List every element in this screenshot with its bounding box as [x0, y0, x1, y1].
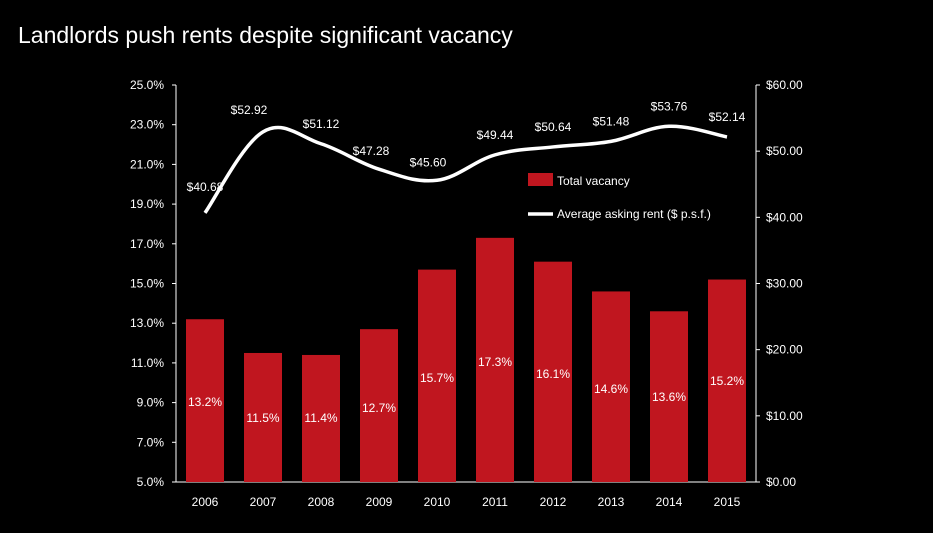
vacancy-data-label: 14.6%: [594, 382, 628, 396]
legend: Total vacancy Average asking rent ($ p.s.…: [528, 173, 711, 221]
legend-swatch-vacancy: [528, 173, 553, 186]
rent-data-label: $52.92: [231, 103, 268, 117]
x-tick-label: 2012: [540, 495, 567, 509]
right-tick-label: $30.00: [766, 277, 803, 291]
left-tick-label: 19.0%: [130, 197, 164, 211]
bar-labels-group: 13.2% 11.5% 11.4% 12.7% 15.7% 17.3% 16.1% 14.6%…: [188, 355, 744, 425]
vacancy-data-label: 13.6%: [652, 390, 686, 404]
vacancy-bar: [302, 354, 340, 482]
right-tick-label: $20.00: [766, 343, 803, 357]
left-tick-label: 15.0%: [130, 277, 164, 291]
left-tick-label: 25.0%: [130, 78, 164, 92]
x-tick-label: 2006: [192, 495, 219, 509]
chart-title: Landlords push rents despite significant…: [18, 22, 513, 48]
right-tick-label: $10.00: [766, 409, 803, 423]
left-tick-label: 21.0%: [130, 157, 164, 171]
vacancy-bar: [244, 352, 282, 482]
vacancy-bar: [418, 269, 456, 482]
rent-labels-group: $40.68 $52.92 $51.12 $47.28 $45.60 $49.44 $50.…: [187, 99, 746, 194]
vacancy-data-label: 13.2%: [188, 395, 222, 409]
legend-label-vacancy: Total vacancy: [557, 174, 630, 188]
rent-data-label: $53.76: [651, 99, 688, 113]
rent-data-label: $51.12: [303, 117, 340, 131]
left-tick-label: 9.0%: [137, 396, 165, 410]
vacancy-bar: [534, 261, 572, 482]
rent-data-label: $47.28: [353, 144, 390, 158]
x-tick-label: 2009: [366, 495, 393, 509]
vacancy-data-label: 11.4%: [304, 411, 337, 425]
x-tick-label: 2014: [656, 495, 683, 509]
left-tick-label: 23.0%: [130, 118, 164, 132]
vacancy-data-label: 17.3%: [478, 355, 512, 369]
x-tick-label: 2007: [250, 495, 277, 509]
x-tick-label: 2008: [308, 495, 335, 509]
vacancy-bar: [708, 279, 746, 482]
right-tick-label: $60.00: [766, 78, 803, 92]
left-tick-label: 7.0%: [137, 435, 165, 449]
x-tick-label: 2010: [424, 495, 451, 509]
vacancy-data-label: 15.7%: [420, 371, 454, 385]
x-tick-label: 2013: [598, 495, 625, 509]
left-tick-label: 17.0%: [130, 237, 164, 251]
vacancy-bar: [476, 237, 514, 482]
vacancy-bar: [186, 319, 224, 482]
rent-line-group: [203, 124, 728, 214]
left-tick-label: 5.0%: [137, 475, 165, 489]
rent-data-label: $50.64: [535, 120, 572, 134]
left-tick-label: 11.0%: [131, 356, 164, 370]
axes-group: 5.0% 7.0% 9.0% 11.0% 13.0% 15.0% 17.0% 19.0% 21.…: [130, 78, 803, 509]
left-tick-label: 13.0%: [130, 316, 164, 330]
x-tick-label: 2011: [482, 495, 508, 509]
vacancy-data-label: 12.7%: [362, 401, 396, 415]
vacancy-data-label: 16.1%: [536, 367, 570, 381]
vacancy-bar: [360, 329, 398, 482]
vacancy-bar: [650, 311, 688, 482]
right-tick-label: $0.00: [766, 475, 796, 489]
vacancy-data-label: 15.2%: [710, 374, 744, 388]
rent-data-label: $52.14: [709, 110, 746, 124]
rent-line: [203, 124, 728, 214]
right-tick-label: $40.00: [766, 210, 803, 224]
vacancy-bar: [592, 291, 630, 482]
rent-data-label: $45.60: [410, 155, 447, 169]
rent-data-label: $40.68: [187, 180, 224, 194]
legend-label-rent: Average asking rent ($ p.s.f.): [557, 207, 711, 221]
vacancy-data-label: 11.5%: [246, 411, 279, 425]
x-tick-label: 2015: [714, 495, 741, 509]
rent-data-label: $51.48: [593, 114, 630, 128]
rent-data-label: $49.44: [477, 128, 514, 142]
right-tick-label: $50.00: [766, 144, 803, 158]
bars-group: [186, 237, 746, 482]
